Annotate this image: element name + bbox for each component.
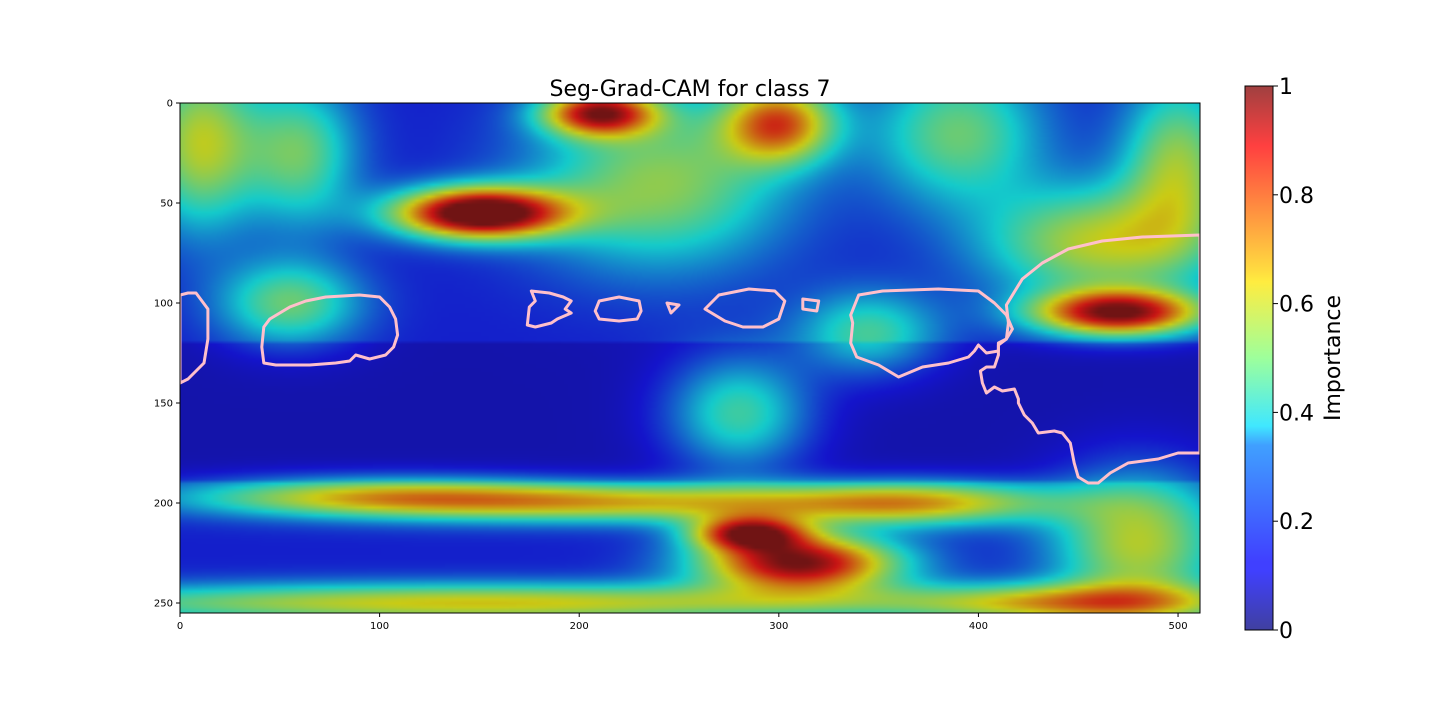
- segmentation-contours: [180, 233, 1200, 485]
- y-tick-label: 200: [154, 499, 173, 510]
- y-tick-label: 50: [160, 199, 173, 210]
- contour-car-right-1: [849, 287, 1014, 379]
- plot-area: [180, 103, 1200, 613]
- plot-frame: [179, 102, 1201, 614]
- colorbar: 0 0.2 0.4 0.6 0.8 1 Importance: [1244, 75, 1346, 644]
- y-axis: 0 50 100 150 200 250: [154, 99, 180, 610]
- colorbar-tick-label: 0.6: [1279, 293, 1314, 318]
- x-tick-label: 300: [769, 621, 788, 632]
- chart-title: Seg-Grad-CAM for class 7: [550, 77, 831, 102]
- colorbar-label: Importance: [1321, 295, 1346, 421]
- contour-blob-3: [665, 301, 681, 315]
- x-tick-label: 0: [177, 621, 183, 632]
- contour-car-left: [260, 293, 400, 367]
- colorbar-gradient: [1245, 86, 1273, 630]
- colorbar-tick-label: 0.2: [1279, 510, 1314, 535]
- colorbar-ticks: 0 0.2 0.4 0.6 0.8 1: [1273, 75, 1314, 644]
- colorbar-frame: [1244, 85, 1274, 631]
- colorbar-tick-label: 1: [1279, 75, 1293, 100]
- colorbar-tick-label: 0.4: [1279, 401, 1314, 426]
- x-axis: 0 100 200 300 400 500: [177, 613, 1188, 632]
- heatmap-image: [180, 103, 1200, 613]
- y-tick-label: 250: [154, 599, 173, 610]
- contour-blob-1: [525, 289, 573, 329]
- x-tick-label: 200: [570, 621, 589, 632]
- x-tick-label: 500: [1168, 621, 1187, 632]
- y-tick-label: 100: [154, 299, 173, 310]
- y-tick-label: 150: [154, 399, 173, 410]
- contour-blob-4: [703, 287, 787, 329]
- colorbar-tick-label: 0: [1279, 619, 1293, 644]
- x-tick-label: 400: [969, 621, 988, 632]
- contour-car-right-big: [978, 233, 1200, 485]
- contour-left-edge: [180, 291, 210, 385]
- colorbar-tick-label: 0.8: [1279, 184, 1314, 209]
- contour-blob-2: [593, 295, 643, 323]
- y-tick-label: 0: [167, 99, 173, 110]
- x-tick-label: 100: [370, 621, 389, 632]
- contour-blob-5: [801, 297, 821, 313]
